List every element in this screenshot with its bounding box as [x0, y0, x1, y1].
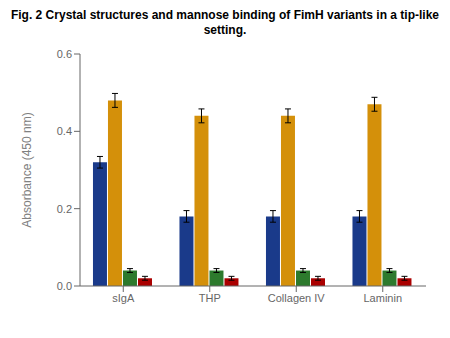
svg-text:0.4: 0.4 [57, 125, 72, 137]
svg-text:0.2: 0.2 [57, 203, 72, 215]
svg-text:0.0: 0.0 [57, 280, 72, 292]
svg-text:Laminin: Laminin [363, 292, 402, 304]
html-text:Fig. 2 Crystal structures and: Fig. 2 Crystal structures and mannose bi… [11, 8, 439, 37]
svg-text:THP: THP [199, 292, 221, 304]
svg-text:Absorbance (450 nm): Absorbance (450 nm) [20, 112, 34, 227]
svg-text:Collagen IV: Collagen IV [268, 292, 326, 304]
svg-text:0.6: 0.6 [57, 48, 72, 60]
svg-text:sIgA: sIgA [112, 292, 135, 304]
